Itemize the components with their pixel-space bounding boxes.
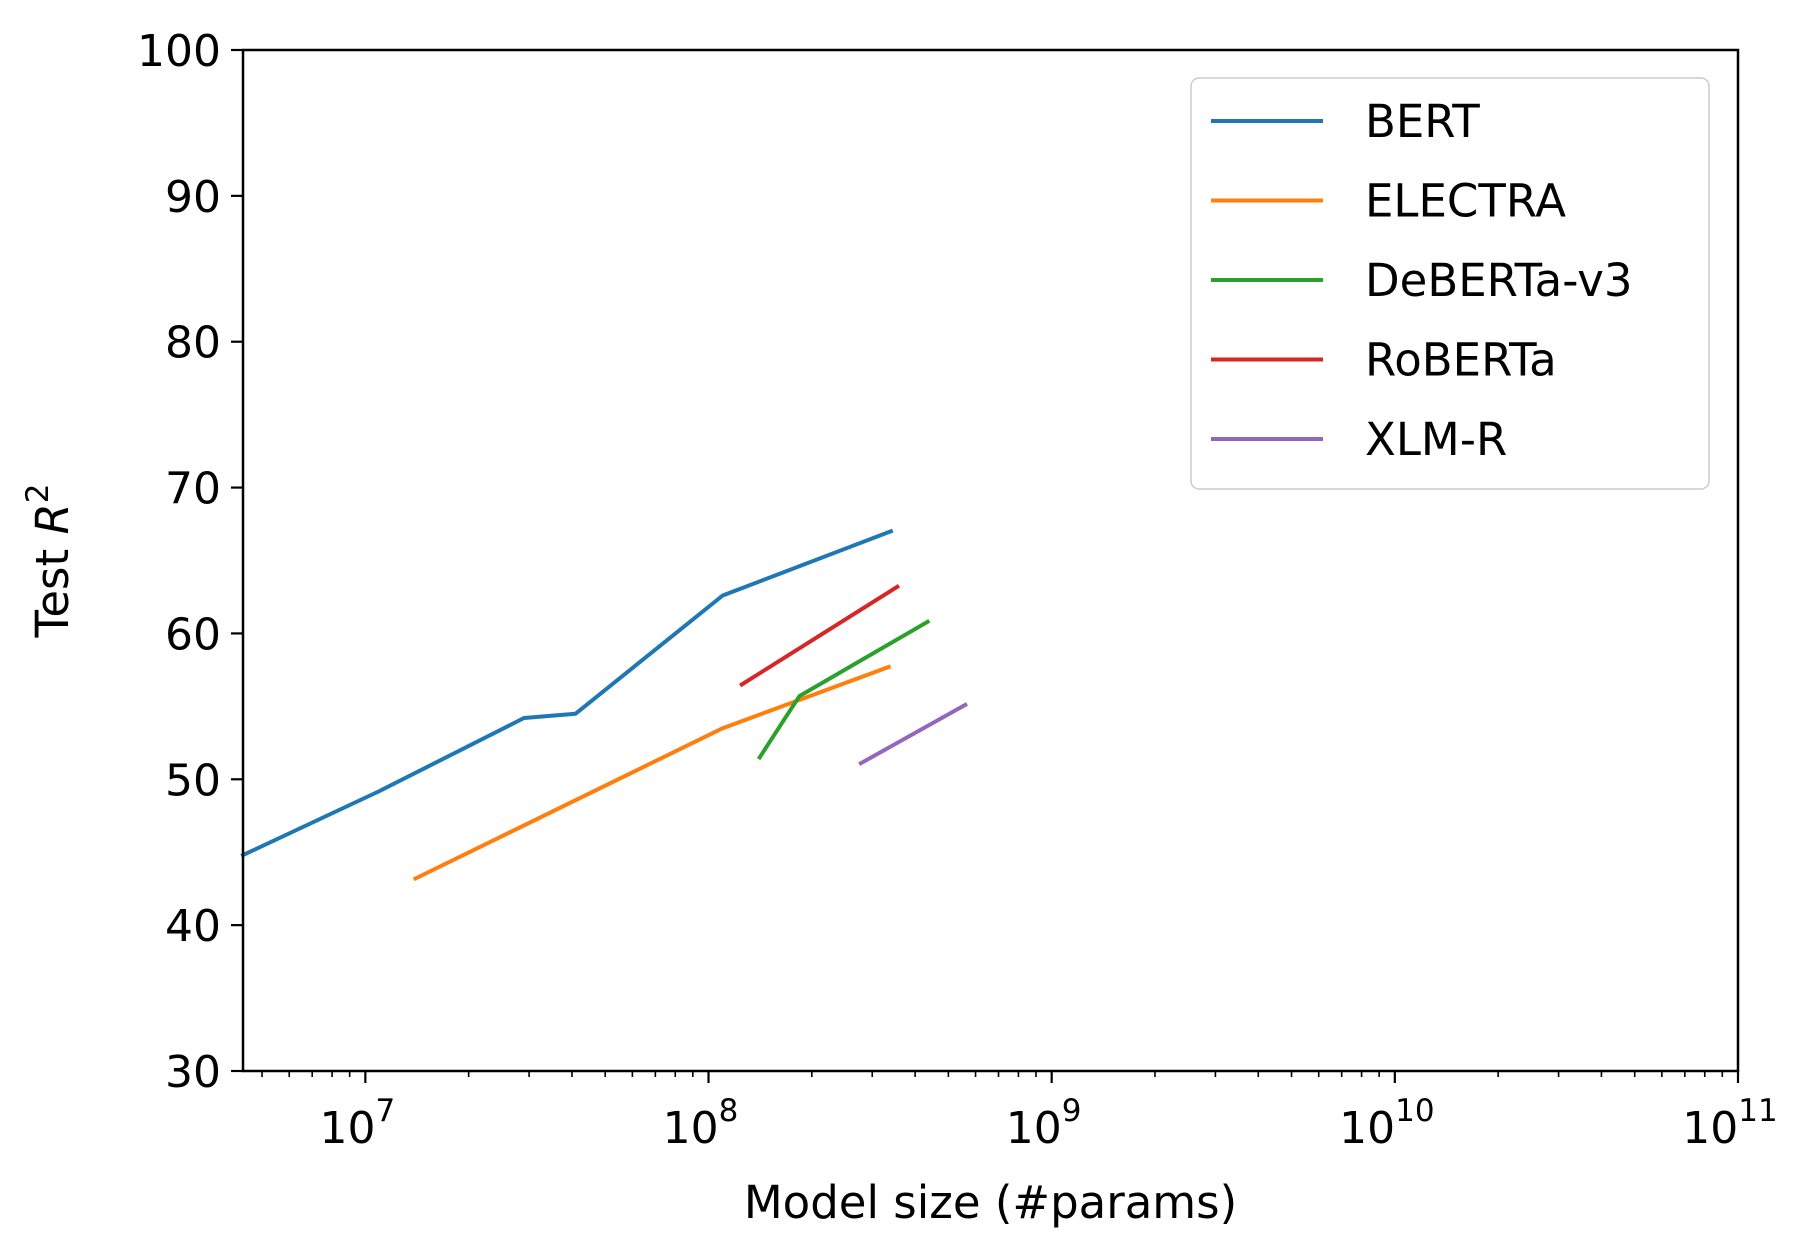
x-tick-label: 107 [319,1093,395,1154]
y-tick-label: 50 [165,755,221,806]
x-axis: 107 108 109 1010 1011 [261,1071,1778,1154]
y-tick-label: 40 [165,901,221,952]
x-axis-label: Model size (#params) [744,1176,1237,1229]
legend-label-bert: BERT [1365,95,1480,148]
y-axis-label: Test R2 [20,484,79,639]
x-tick-label: 1010 [1339,1093,1434,1154]
x-tick-label: 109 [1006,1093,1082,1154]
x-tick-exponent: 8 [719,1093,739,1129]
legend: BERT ELECTRA DeBERTa-v3 RoBERTa XLM-R [1190,77,1710,490]
x-tick-label: 108 [663,1093,739,1154]
legend-label-deberta-v3: DeBERTa-v3 [1365,254,1633,307]
x-tick-exponent: 11 [1738,1093,1777,1129]
x-tick-exponent: 9 [1062,1093,1082,1129]
x-tick-base: 10 [319,1103,375,1154]
y-tick-label: 30 [165,1047,221,1098]
y-tick-label: 80 [165,318,221,369]
series-line-roberta [739,584,901,688]
legend-label-electra: ELECTRA [1365,175,1566,228]
y-axis: 30 40 50 60 70 80 90 100 [137,26,243,1098]
y-tick-label: 90 [165,172,221,223]
series-line-bert [240,528,894,858]
x-tick-base: 10 [663,1103,719,1154]
series-layer [240,528,969,882]
x-tick-base: 10 [1006,1103,1062,1154]
legend-label-roberta: RoBERTa [1365,334,1557,387]
x-tick-label: 1011 [1682,1093,1777,1154]
y-tick-label: 100 [137,26,221,77]
legend-label-xlm-r: XLM-R [1365,413,1507,466]
x-tick-base: 10 [1339,1103,1395,1154]
y-axis-label-text: Test [26,535,79,639]
y-axis-label-superscript: 2 [20,484,56,504]
x-tick-exponent: 7 [375,1093,395,1129]
x-tick-exponent: 10 [1395,1093,1434,1129]
plot-frame [241,48,1740,1073]
y-axis-label-math: R [26,503,79,534]
x-tick-base: 10 [1682,1103,1738,1154]
legend-box [1190,77,1710,490]
series-line-electra [412,664,892,882]
y-tick-label: 60 [165,609,221,660]
series-line-deberta-v3 [756,619,931,761]
series-line-xlm-r [858,702,969,766]
y-tick-label: 70 [165,464,221,515]
